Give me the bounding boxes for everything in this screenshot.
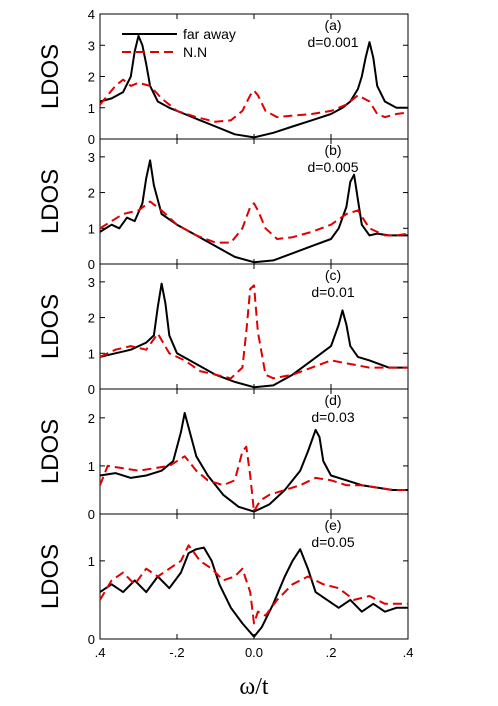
y-axis-label: LDOS xyxy=(37,44,64,109)
series-line-nn xyxy=(99,544,408,625)
x-axis-label: ω/t xyxy=(239,674,268,700)
y-axis-label: LDOS xyxy=(37,419,64,484)
panel-label: (e) xyxy=(324,517,341,533)
panel-frame xyxy=(99,138,409,265)
panel-frame xyxy=(99,388,409,515)
y-tick-label: 0 xyxy=(88,507,95,522)
series-line-far-away xyxy=(99,34,408,139)
y-tick-label: 4 xyxy=(88,7,95,22)
panel-param: d=0.03 xyxy=(311,409,354,425)
series-line-far-away xyxy=(99,159,408,264)
y-tick-label: 3 xyxy=(88,275,95,290)
panel-3: 0 1 2 3 LDOS (c)d=0.01 xyxy=(37,263,409,397)
y-tick-label: 1 xyxy=(88,101,95,116)
x-tick-label: .2 xyxy=(326,645,337,660)
series-line-nn xyxy=(99,78,409,123)
panel-2: 0 1 2 3 LDOS (b)d=0.005 xyxy=(37,138,409,272)
y-tick-label: 0 xyxy=(88,382,95,397)
y-tick-label: 1 xyxy=(88,554,95,569)
x-tick-label: 0.0 xyxy=(245,645,263,660)
series-line-nn xyxy=(99,200,409,244)
y-axis-label: LDOS xyxy=(37,169,64,234)
y-tick-label: 0 xyxy=(88,257,95,272)
legend-entry: far away xyxy=(183,26,236,42)
panel-5: 0 1 LDOS (e)d=0.05 .4 -.2 0.0 .2 .4 xyxy=(37,513,414,660)
series-line-nn xyxy=(99,445,408,513)
y-tick-label: 3 xyxy=(88,150,95,165)
y-tick-label: 0 xyxy=(88,632,95,647)
panel-label: (b) xyxy=(324,142,341,158)
panel-label: (d) xyxy=(324,392,341,408)
panel-param: d=0.01 xyxy=(311,284,354,300)
y-tick-label: 0 xyxy=(88,132,95,147)
y-tick-label: 1 xyxy=(88,346,95,361)
panel-param: d=0.001 xyxy=(308,34,359,50)
series-line-far-away xyxy=(99,282,408,389)
panel-1: 0 1 2 3 4 LDOS (a)d=0.001 far away N.N xyxy=(37,7,409,147)
y-tick-label: 2 xyxy=(88,186,95,201)
panel-label: (c) xyxy=(325,267,341,283)
y-tick-label: 1 xyxy=(88,459,95,474)
y-axis-label: LDOS xyxy=(37,294,64,359)
x-tick-label: -.2 xyxy=(169,645,184,660)
panel-frame xyxy=(99,263,409,390)
x-tick-label: .4 xyxy=(403,645,414,660)
legend-entry: N.N xyxy=(183,44,207,60)
panel-param: d=0.05 xyxy=(311,534,354,550)
panel-4: 0 1 2 LDOS (d)d=0.03 xyxy=(37,388,409,522)
y-tick-label: 2 xyxy=(88,411,95,426)
x-tick-label: .4 xyxy=(95,645,106,660)
y-tick-label: 3 xyxy=(88,38,95,53)
panel-param: d=0.005 xyxy=(308,159,359,175)
y-axis-label: LDOS xyxy=(37,544,64,609)
series-line-nn xyxy=(99,284,408,380)
y-tick-label: 1 xyxy=(88,221,95,236)
panel-label: (a) xyxy=(324,17,341,33)
y-tick-label: 2 xyxy=(88,311,95,326)
series-line-far-away xyxy=(99,412,408,513)
y-tick-label: 2 xyxy=(88,70,95,85)
